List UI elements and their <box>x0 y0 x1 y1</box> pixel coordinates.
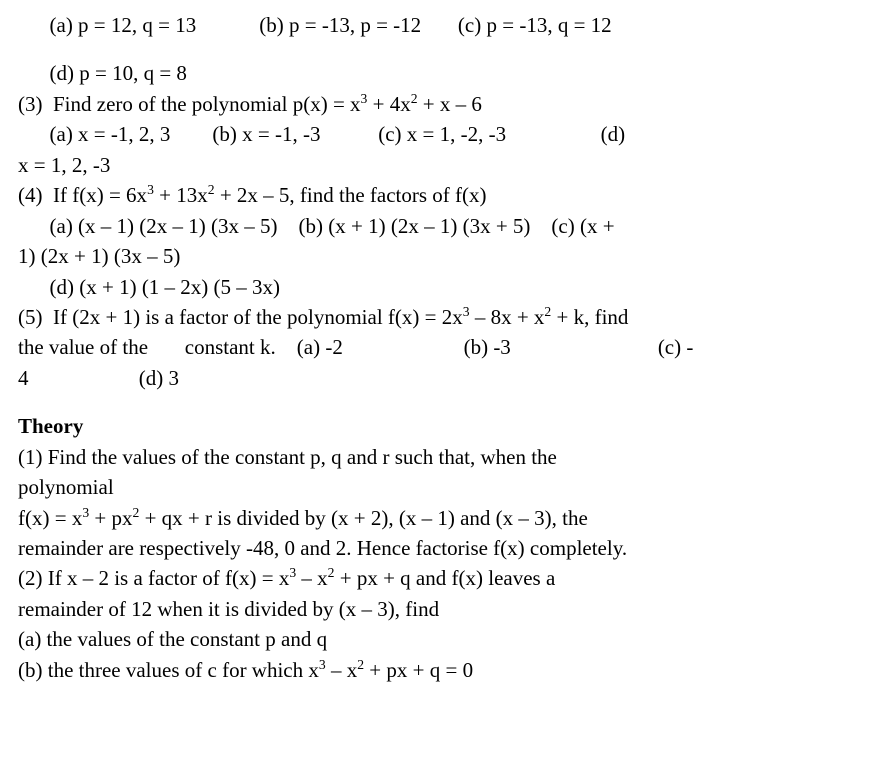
q5-line: (5) If (2x + 1) is a factor of the polyn… <box>18 302 856 332</box>
theory-q1-l2: polynomial <box>18 472 856 502</box>
theory-q2-ba: (b) the three values of c for which x <box>18 658 319 682</box>
q3-opt-a: (a) x = -1, 2, 3 <box>18 122 170 146</box>
theory-q2-bb: – x <box>326 658 358 682</box>
q3-options-row2: x = 1, 2, -3 <box>18 150 856 180</box>
sup-cube: 3 <box>147 182 154 197</box>
q2-opt-a: (a) p = 12, q = 13 <box>18 13 196 37</box>
sup-square: 2 <box>208 182 215 197</box>
q5-text2: – 8x + x <box>470 305 545 329</box>
q3-text3: + x – 6 <box>418 92 482 116</box>
sup-cube: 3 <box>319 657 326 672</box>
q3-num: (3) <box>18 92 43 116</box>
theory-q2-l1a: (2) If x – 2 is a factor of f(x) = x <box>18 566 289 590</box>
gap-2 <box>18 393 856 411</box>
q5-opt-b: (b) -3 <box>464 335 511 359</box>
q2-opt-b: (b) p = -13, p = -12 <box>259 13 421 37</box>
theory-q1-l3c: + qx + r is divided by (x + 2), (x – 1) … <box>139 506 587 530</box>
q4-opt-a: (a) (x – 1) (2x – 1) (3x – 5) <box>18 214 278 238</box>
q3-opt-d-cont: x = 1, 2, -3 <box>18 153 110 177</box>
q3-opt-d: (d) <box>601 122 626 146</box>
q4-opt-b: (b) (x + 1) (2x – 1) (3x + 5) <box>299 214 531 238</box>
theory-q1-l3: f(x) = x3 + px2 + qx + r is divided by (… <box>18 503 856 533</box>
q2-opt-c: (c) p = -13, q = 12 <box>458 13 612 37</box>
theory-q2-l2: remainder of 12 when it is divided by (x… <box>18 594 856 624</box>
q4-line: (4) If f(x) = 6x3 + 13x2 + 2x – 5, find … <box>18 180 856 210</box>
theory-q2-a: (a) the values of the constant p and q <box>18 624 856 654</box>
sup-square: 2 <box>328 565 335 580</box>
q5-text1: If (2x + 1) is a factor of the polynomia… <box>43 305 463 329</box>
q5-text-cont1: the value of the <box>18 335 148 359</box>
gap-1 <box>18 40 856 58</box>
q4-text2: + 13x <box>154 183 208 207</box>
q5-opt-d: (d) 3 <box>139 366 179 390</box>
theory-q1-l3b: + px <box>89 506 132 530</box>
q4-text3: + 2x – 5, find the factors of f(x) <box>215 183 487 207</box>
q3-options-row1: (a) x = -1, 2, 3 (b) x = -1, -3 (c) x = … <box>18 119 856 149</box>
q3-line: (3) Find zero of the polynomial p(x) = x… <box>18 89 856 119</box>
sup-cube: 3 <box>463 304 470 319</box>
q3-text2: + 4x <box>367 92 410 116</box>
q3-opt-c: (c) x = 1, -2, -3 <box>378 122 506 146</box>
theory-q2-l1b: – x <box>296 566 328 590</box>
q5-text3: + k, find <box>551 305 628 329</box>
theory-q1-l4: remainder are respectively -48, 0 and 2.… <box>18 533 856 563</box>
theory-q1-l3a: f(x) = x <box>18 506 82 530</box>
q5-options-row2: 4 (d) 3 <box>18 363 856 393</box>
q2-options-row2: (d) p = 10, q = 8 <box>18 58 856 88</box>
q4-options-row2: 1) (2x + 1) (3x – 5) <box>18 241 856 271</box>
q5-num: (5) <box>18 305 43 329</box>
q5-opt-a: (a) -2 <box>297 335 343 359</box>
theory-q2-bc: + px + q = 0 <box>364 658 473 682</box>
q3-opt-b: (b) x = -1, -3 <box>212 122 320 146</box>
q4-options-row1: (a) (x – 1) (2x – 1) (3x – 5) (b) (x + 1… <box>18 211 856 241</box>
theory-heading: Theory <box>18 411 856 441</box>
q4-num: (4) <box>18 183 43 207</box>
q5-opt-c: (c) - <box>658 335 694 359</box>
q4-text1: If f(x) = 6x <box>43 183 148 207</box>
theory-q2-l1: (2) If x – 2 is a factor of f(x) = x3 – … <box>18 563 856 593</box>
theory-q2-l1c: + px + q and f(x) leaves a <box>335 566 556 590</box>
q3-text1: Find zero of the polynomial p(x) = x <box>43 92 361 116</box>
q4-opt-d: (d) (x + 1) (1 – 2x) (5 – 3x) <box>18 275 280 299</box>
q4-options-row3: (d) (x + 1) (1 – 2x) (5 – 3x) <box>18 272 856 302</box>
sup-square: 2 <box>411 91 418 106</box>
theory-q1-l1: (1) Find the values of the constant p, q… <box>18 442 856 472</box>
q2-opt-d: (d) p = 10, q = 8 <box>18 61 187 85</box>
q5-text-cont2: constant k. <box>185 335 276 359</box>
q5-opt-c-cont: 4 <box>18 366 29 390</box>
q2-options-row1: (a) p = 12, q = 13 (b) p = -13, p = -12 … <box>18 10 856 40</box>
q4-opt-c-cont: 1) (2x + 1) (3x – 5) <box>18 244 180 268</box>
theory-q2-b: (b) the three values of c for which x3 –… <box>18 655 856 685</box>
q5-options-row1: the value of the constant k. (a) -2 (b) … <box>18 332 856 362</box>
q4-opt-c: (c) (x + <box>551 214 614 238</box>
